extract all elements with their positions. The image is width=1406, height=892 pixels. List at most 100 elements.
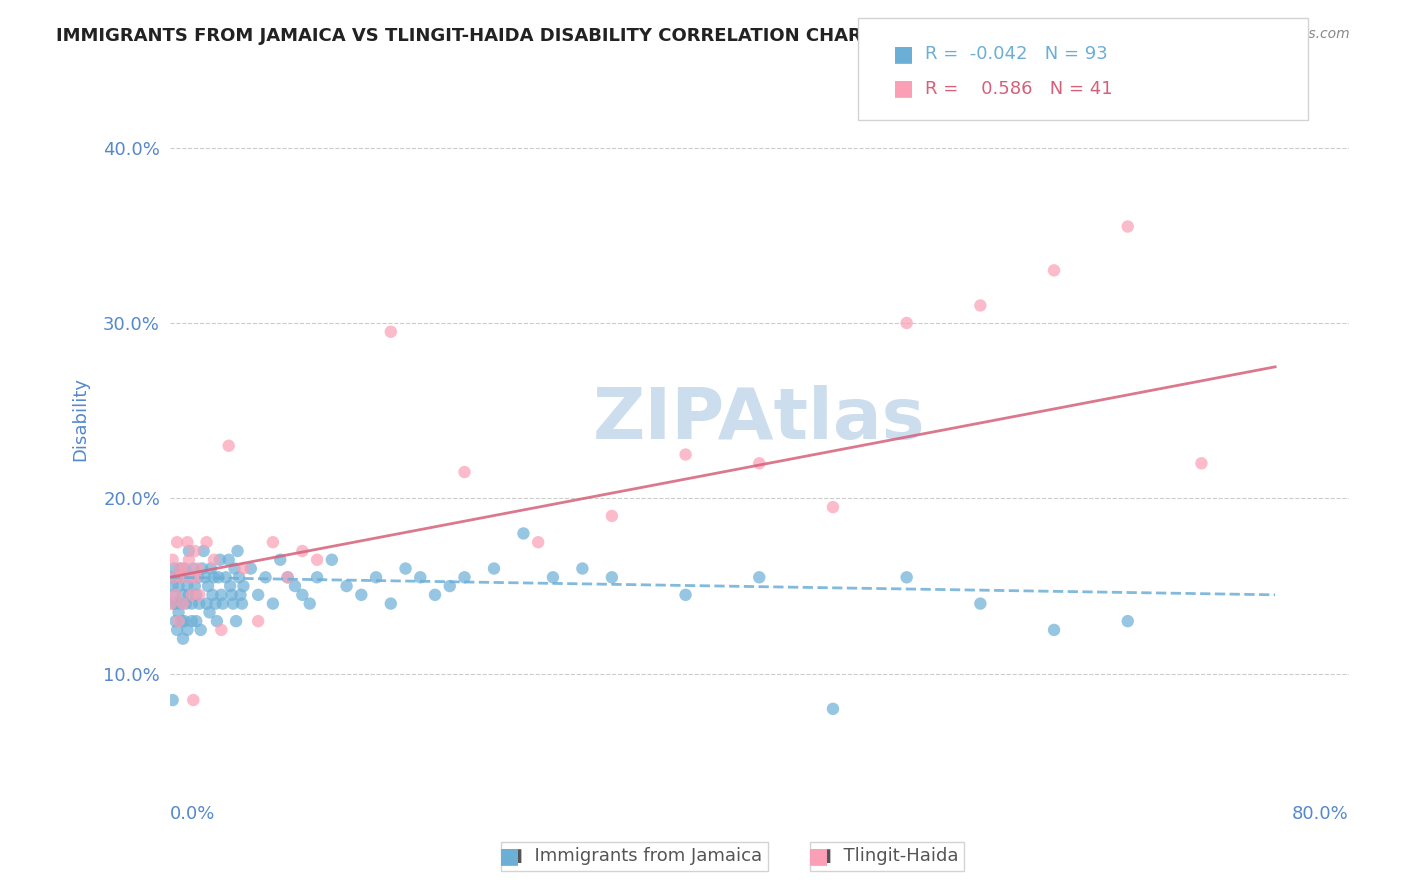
Point [188,597,211,611]
Point [181,561,204,575]
Point [277,570,299,584]
Point [172,632,194,646]
Point [307,570,329,584]
Point [169,561,191,575]
Point [512,526,534,541]
Point [969,298,991,312]
Point [170,570,193,584]
Point [218,439,240,453]
Point [298,597,321,611]
Point [748,456,770,470]
Point [423,588,446,602]
Point [541,570,564,584]
Point [211,597,233,611]
Point [172,597,194,611]
Point [380,597,402,611]
Point [162,597,184,611]
Point [239,561,262,575]
Point [291,544,314,558]
Point [191,561,214,575]
Point [748,570,770,584]
Point [209,623,232,637]
Point [1043,263,1066,277]
Point [163,588,186,602]
Point [179,570,201,584]
Text: R =  -0.042   N = 93: R = -0.042 N = 93 [925,45,1108,62]
Point [173,561,195,575]
Point [207,570,229,584]
Point [821,702,844,716]
Point [215,570,238,584]
Point [187,570,209,584]
Point [173,561,195,575]
Text: ■  Immigrants from Jamaica: ■ Immigrants from Jamaica [506,847,762,865]
Y-axis label: Disability: Disability [72,377,89,461]
Point [221,588,243,602]
Point [184,544,207,558]
Text: Source: ZipAtlas.com: Source: ZipAtlas.com [1202,27,1350,41]
Point [170,614,193,628]
Point [176,535,198,549]
Point [262,535,284,549]
Point [202,570,225,584]
Text: ■: ■ [893,78,914,98]
Point [177,588,200,602]
Point [194,570,217,584]
Point [209,588,232,602]
Point [163,570,186,584]
Point [204,597,226,611]
Text: ZIPAtlas: ZIPAtlas [593,385,925,454]
Point [364,570,387,584]
Point [176,579,198,593]
Point [232,579,254,593]
Point [232,561,254,575]
Point [173,614,195,628]
Point [571,561,593,575]
Point [195,535,218,549]
Point [176,623,198,637]
Point [186,588,208,602]
Point [600,508,623,523]
Text: 0.0%: 0.0% [170,805,215,823]
Point [197,579,219,593]
Point [231,597,253,611]
Text: ■: ■ [499,847,520,866]
Point [177,553,200,567]
Point [307,553,329,567]
Point [409,570,432,584]
Point [166,535,188,549]
Point [1191,456,1213,470]
Point [162,553,184,567]
Point [184,579,207,593]
Point [179,570,201,584]
Point [166,570,188,584]
Point [169,597,191,611]
Point [269,553,291,567]
Point [165,588,187,602]
Point [1116,219,1139,234]
Point [969,597,991,611]
Point [167,606,190,620]
Point [180,614,202,628]
Point [166,623,188,637]
Point [262,597,284,611]
Point [222,597,245,611]
Point [226,544,249,558]
Point [205,614,228,628]
Point [202,553,225,567]
Point [195,597,218,611]
Point [163,561,186,575]
Point [190,623,212,637]
Point [180,588,202,602]
Point [229,588,252,602]
Point [165,597,187,611]
Point [218,553,240,567]
Point [228,570,250,584]
Point [167,614,190,628]
Text: R =    0.586   N = 41: R = 0.586 N = 41 [925,80,1112,98]
Point [174,597,197,611]
Point [160,597,183,611]
Point [224,561,246,575]
Point [225,614,247,628]
Point [284,579,307,593]
